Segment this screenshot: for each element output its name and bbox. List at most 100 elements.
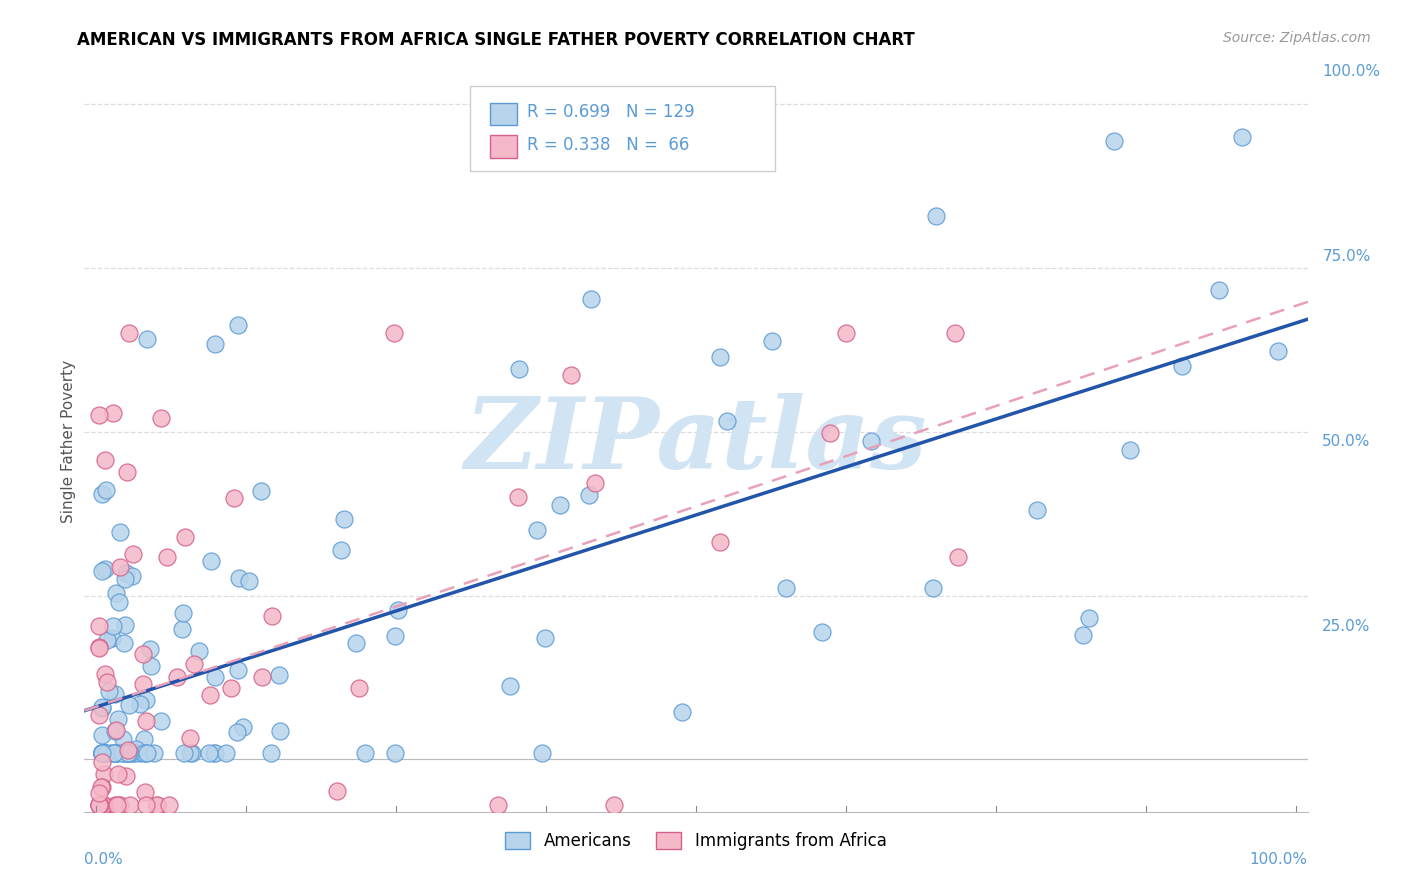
Point: [87, 408, 110, 422]
Point: [132, 647, 155, 661]
Point: [93, 746, 115, 760]
Point: [91, 746, 114, 760]
Point: [91, 564, 114, 578]
Point: [91, 700, 114, 714]
Text: 25.0%: 25.0%: [1322, 619, 1371, 634]
Point: [114, 746, 136, 760]
Point: [166, 670, 188, 684]
Point: [260, 609, 283, 624]
Point: [219, 681, 242, 695]
Point: [835, 326, 858, 341]
Point: [131, 676, 153, 690]
Point: [94, 562, 117, 576]
Point: [222, 491, 245, 505]
Point: [117, 743, 139, 757]
Point: [226, 724, 249, 739]
Text: AMERICAN VS IMMIGRANTS FROM AFRICA SINGLE FATHER POVERTY CORRELATION CHART: AMERICAN VS IMMIGRANTS FROM AFRICA SINGL…: [77, 31, 915, 49]
Point: [108, 560, 131, 574]
Point: [103, 406, 125, 420]
Point: [87, 798, 110, 813]
Point: [259, 746, 281, 760]
Text: 75.0%: 75.0%: [1322, 249, 1371, 264]
Point: [117, 698, 139, 712]
Point: [91, 746, 114, 760]
Point: [122, 746, 145, 760]
Point: [238, 574, 260, 589]
Point: [87, 708, 110, 723]
Point: [226, 318, 249, 332]
Point: [135, 332, 157, 346]
Point: [91, 746, 114, 760]
Point: [91, 746, 114, 760]
Point: [382, 326, 405, 341]
Point: [548, 498, 571, 512]
Point: [91, 746, 114, 760]
Point: [204, 337, 226, 351]
Point: [921, 581, 943, 595]
Point: [120, 798, 142, 813]
Point: [181, 746, 204, 760]
Point: [330, 543, 353, 558]
Point: [105, 798, 128, 813]
Point: [347, 681, 370, 695]
Text: R = 0.338   N =  66: R = 0.338 N = 66: [527, 136, 689, 153]
Point: [156, 550, 179, 565]
Point: [146, 798, 169, 813]
Text: R = 0.699   N = 129: R = 0.699 N = 129: [527, 103, 695, 121]
Point: [581, 292, 603, 306]
Point: [94, 453, 117, 467]
Point: [120, 746, 142, 760]
Point: [107, 798, 129, 813]
Text: Source: ZipAtlas.com: Source: ZipAtlas.com: [1223, 31, 1371, 45]
Point: [326, 784, 349, 798]
Point: [578, 488, 600, 502]
Point: [91, 746, 114, 760]
Point: [103, 746, 125, 760]
Legend: Americans, Immigrants from Africa: Americans, Immigrants from Africa: [499, 825, 893, 856]
Point: [104, 746, 127, 760]
Point: [1267, 343, 1289, 358]
Point: [87, 640, 110, 654]
Point: [114, 618, 136, 632]
Point: [333, 511, 356, 525]
Point: [344, 636, 367, 650]
Point: [174, 530, 197, 544]
Point: [94, 746, 117, 760]
Point: [709, 534, 731, 549]
Point: [775, 582, 797, 596]
Point: [90, 755, 112, 769]
Point: [149, 410, 172, 425]
Point: [104, 724, 127, 739]
Point: [179, 746, 201, 760]
Point: [818, 426, 841, 441]
FancyBboxPatch shape: [491, 103, 517, 126]
Point: [136, 746, 159, 760]
Point: [112, 731, 135, 746]
Point: [122, 746, 145, 760]
Point: [250, 484, 273, 499]
Text: 50.0%: 50.0%: [1322, 434, 1371, 449]
Point: [94, 483, 117, 497]
Point: [94, 746, 117, 760]
Point: [87, 619, 110, 633]
Point: [716, 414, 738, 428]
Point: [157, 798, 180, 813]
Point: [172, 606, 194, 620]
Point: [499, 680, 522, 694]
Point: [96, 632, 118, 647]
Point: [108, 525, 131, 540]
Point: [91, 798, 114, 813]
Point: [1071, 627, 1094, 641]
Point: [188, 644, 211, 658]
Point: [115, 465, 138, 479]
Point: [91, 487, 114, 501]
Point: [811, 624, 834, 639]
Point: [94, 667, 117, 681]
Point: [508, 490, 530, 504]
Point: [384, 746, 406, 760]
Point: [112, 636, 135, 650]
Point: [948, 549, 970, 564]
Point: [1208, 283, 1230, 297]
Point: [128, 746, 150, 760]
Point: [121, 569, 143, 583]
